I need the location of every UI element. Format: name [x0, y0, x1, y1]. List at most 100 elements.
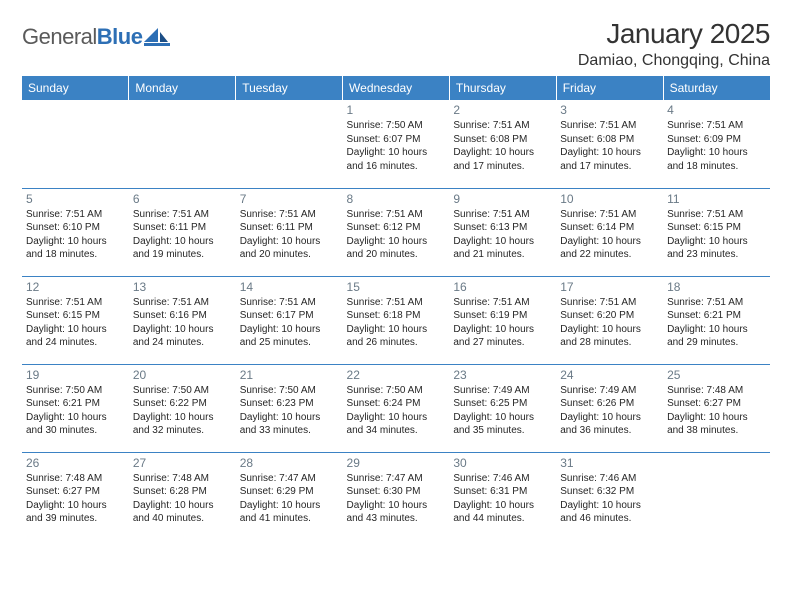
- day-details: Sunrise: 7:47 AMSunset: 6:29 PMDaylight:…: [240, 472, 339, 526]
- calendar-day-cell: 12 Sunrise: 7:51 AMSunset: 6:15 PMDayligh…: [22, 276, 129, 364]
- day-details: Sunrise: 7:50 AMSunset: 6:21 PMDaylight:…: [26, 384, 125, 438]
- calendar-day-cell: 20 Sunrise: 7:50 AMSunset: 6:22 PMDayligh…: [129, 364, 236, 452]
- day-details: Sunrise: 7:51 AMSunset: 6:16 PMDaylight:…: [133, 296, 232, 350]
- day-number: 3: [560, 103, 659, 117]
- day-number: 9: [453, 192, 552, 206]
- title-block: January 2025 Damiao, Chongqing, China: [578, 18, 770, 70]
- day-number: 12: [26, 280, 125, 294]
- day-number: 20: [133, 368, 232, 382]
- day-number: 17: [560, 280, 659, 294]
- calendar-day-cell: 31 Sunrise: 7:46 AMSunset: 6:32 PMDayligh…: [556, 452, 663, 540]
- day-number: 21: [240, 368, 339, 382]
- calendar-day-cell: 11Sunrise: 7:51 AMSunset: 6:15 PMDayligh…: [663, 188, 770, 276]
- day-details: Sunrise: 7:47 AMSunset: 6:30 PMDaylight:…: [347, 472, 446, 526]
- page-header: GeneralBlue January 2025 Damiao, Chongqi…: [22, 18, 770, 70]
- calendar-day-cell: 4 Sunrise: 7:51 AMSunset: 6:09 PMDaylight…: [663, 100, 770, 188]
- day-number: 1: [347, 103, 446, 117]
- day-details: Sunrise: 7:51 AMSunset: 6:10 PMDaylight:…: [26, 208, 125, 262]
- day-details: Sunrise: 7:48 AMSunset: 6:27 PMDaylight:…: [667, 384, 766, 438]
- calendar-day-cell: 24Sunrise: 7:49 AMSunset: 6:26 PMDayligh…: [556, 364, 663, 452]
- day-details: Sunrise: 7:50 AMSunset: 6:22 PMDaylight:…: [133, 384, 232, 438]
- day-details: Sunrise: 7:48 AMSunset: 6:28 PMDaylight:…: [133, 472, 232, 526]
- calendar-day-cell: [236, 100, 343, 188]
- calendar-day-cell: 19 Sunrise: 7:50 AMSunset: 6:21 PMDayligh…: [22, 364, 129, 452]
- calendar-day-cell: 1 Sunrise: 7:50 AMSunset: 6:07 PMDaylight…: [343, 100, 450, 188]
- day-details: Sunrise: 7:50 AMSunset: 6:24 PMDaylight:…: [347, 384, 446, 438]
- day-number: 31: [560, 456, 659, 470]
- day-details: Sunrise: 7:51 AMSunset: 6:13 PMDaylight:…: [453, 208, 552, 262]
- day-number: 27: [133, 456, 232, 470]
- calendar-week-row: 26Sunrise: 7:48 AMSunset: 6:27 PMDayligh…: [22, 452, 770, 540]
- calendar-day-cell: 27 Sunrise: 7:48 AMSunset: 6:28 PMDayligh…: [129, 452, 236, 540]
- day-details: Sunrise: 7:46 AMSunset: 6:31 PMDaylight:…: [453, 472, 552, 526]
- logo-text: GeneralBlue: [22, 24, 142, 50]
- calendar-day-cell: 13 Sunrise: 7:51 AMSunset: 6:16 PMDayligh…: [129, 276, 236, 364]
- day-number: 8: [347, 192, 446, 206]
- logo: GeneralBlue: [22, 18, 170, 50]
- calendar-day-cell: 8 Sunrise: 7:51 AMSunset: 6:12 PMDaylight…: [343, 188, 450, 276]
- day-number: 18: [667, 280, 766, 294]
- day-details: Sunrise: 7:51 AMSunset: 6:18 PMDaylight:…: [347, 296, 446, 350]
- weekday-header: Monday: [129, 76, 236, 100]
- day-details: Sunrise: 7:51 AMSunset: 6:09 PMDaylight:…: [667, 119, 766, 173]
- day-number: 28: [240, 456, 339, 470]
- day-number: 30: [453, 456, 552, 470]
- calendar-day-cell: 30 Sunrise: 7:46 AMSunset: 6:31 PMDayligh…: [449, 452, 556, 540]
- day-number: 11: [667, 192, 766, 206]
- day-number: 5: [26, 192, 125, 206]
- calendar-day-cell: 16 Sunrise: 7:51 AMSunset: 6:19 PMDayligh…: [449, 276, 556, 364]
- weekday-header: Saturday: [663, 76, 770, 100]
- day-number: 16: [453, 280, 552, 294]
- day-details: Sunrise: 7:50 AMSunset: 6:07 PMDaylight:…: [347, 119, 446, 173]
- day-details: Sunrise: 7:48 AMSunset: 6:27 PMDaylight:…: [26, 472, 125, 526]
- day-details: Sunrise: 7:49 AMSunset: 6:26 PMDaylight:…: [560, 384, 659, 438]
- location-subtitle: Damiao, Chongqing, China: [578, 52, 770, 70]
- calendar-day-cell: 5 Sunrise: 7:51 AMSunset: 6:10 PMDaylight…: [22, 188, 129, 276]
- calendar-page: GeneralBlue January 2025 Damiao, Chongqi…: [0, 0, 792, 612]
- calendar-day-cell: 28 Sunrise: 7:47 AMSunset: 6:29 PMDayligh…: [236, 452, 343, 540]
- logo-word-2: Blue: [97, 24, 143, 49]
- calendar-body: 1 Sunrise: 7:50 AMSunset: 6:07 PMDaylight…: [22, 100, 770, 540]
- day-number: 10: [560, 192, 659, 206]
- calendar-day-cell: 3 Sunrise: 7:51 AMSunset: 6:08 PMDaylight…: [556, 100, 663, 188]
- day-details: Sunrise: 7:51 AMSunset: 6:15 PMDaylight:…: [26, 296, 125, 350]
- weekday-header: Thursday: [449, 76, 556, 100]
- calendar-day-cell: 15 Sunrise: 7:51 AMSunset: 6:18 PMDayligh…: [343, 276, 450, 364]
- day-number: 7: [240, 192, 339, 206]
- calendar-week-row: 5 Sunrise: 7:51 AMSunset: 6:10 PMDaylight…: [22, 188, 770, 276]
- calendar-week-row: 19 Sunrise: 7:50 AMSunset: 6:21 PMDayligh…: [22, 364, 770, 452]
- calendar-day-cell: 14Sunrise: 7:51 AMSunset: 6:17 PMDayligh…: [236, 276, 343, 364]
- day-number: 19: [26, 368, 125, 382]
- day-details: Sunrise: 7:51 AMSunset: 6:08 PMDaylight:…: [560, 119, 659, 173]
- day-details: Sunrise: 7:51 AMSunset: 6:11 PMDaylight:…: [240, 208, 339, 262]
- calendar-day-cell: 7 Sunrise: 7:51 AMSunset: 6:11 PMDaylight…: [236, 188, 343, 276]
- day-number: 15: [347, 280, 446, 294]
- calendar-day-cell: 23Sunrise: 7:49 AMSunset: 6:25 PMDayligh…: [449, 364, 556, 452]
- day-details: Sunrise: 7:51 AMSunset: 6:11 PMDaylight:…: [133, 208, 232, 262]
- calendar-table: Sunday Monday Tuesday Wednesday Thursday…: [22, 76, 770, 540]
- weekday-header: Tuesday: [236, 76, 343, 100]
- day-number: 13: [133, 280, 232, 294]
- day-number: 4: [667, 103, 766, 117]
- day-details: Sunrise: 7:46 AMSunset: 6:32 PMDaylight:…: [560, 472, 659, 526]
- day-details: Sunrise: 7:51 AMSunset: 6:19 PMDaylight:…: [453, 296, 552, 350]
- calendar-week-row: 1 Sunrise: 7:50 AMSunset: 6:07 PMDaylight…: [22, 100, 770, 188]
- day-details: Sunrise: 7:51 AMSunset: 6:08 PMDaylight:…: [453, 119, 552, 173]
- calendar-day-cell: [663, 452, 770, 540]
- calendar-day-cell: 9 Sunrise: 7:51 AMSunset: 6:13 PMDaylight…: [449, 188, 556, 276]
- calendar-week-row: 12 Sunrise: 7:51 AMSunset: 6:15 PMDayligh…: [22, 276, 770, 364]
- calendar-day-cell: 10Sunrise: 7:51 AMSunset: 6:14 PMDayligh…: [556, 188, 663, 276]
- day-number: 6: [133, 192, 232, 206]
- day-details: Sunrise: 7:50 AMSunset: 6:23 PMDaylight:…: [240, 384, 339, 438]
- day-details: Sunrise: 7:51 AMSunset: 6:12 PMDaylight:…: [347, 208, 446, 262]
- calendar-day-cell: 26Sunrise: 7:48 AMSunset: 6:27 PMDayligh…: [22, 452, 129, 540]
- day-number: 22: [347, 368, 446, 382]
- logo-sail-icon: [144, 28, 170, 46]
- calendar-day-cell: 18Sunrise: 7:51 AMSunset: 6:21 PMDayligh…: [663, 276, 770, 364]
- month-title: January 2025: [578, 18, 770, 50]
- calendar-day-cell: [22, 100, 129, 188]
- calendar-day-cell: 6 Sunrise: 7:51 AMSunset: 6:11 PMDaylight…: [129, 188, 236, 276]
- calendar-day-cell: 25Sunrise: 7:48 AMSunset: 6:27 PMDayligh…: [663, 364, 770, 452]
- day-number: 23: [453, 368, 552, 382]
- day-details: Sunrise: 7:51 AMSunset: 6:20 PMDaylight:…: [560, 296, 659, 350]
